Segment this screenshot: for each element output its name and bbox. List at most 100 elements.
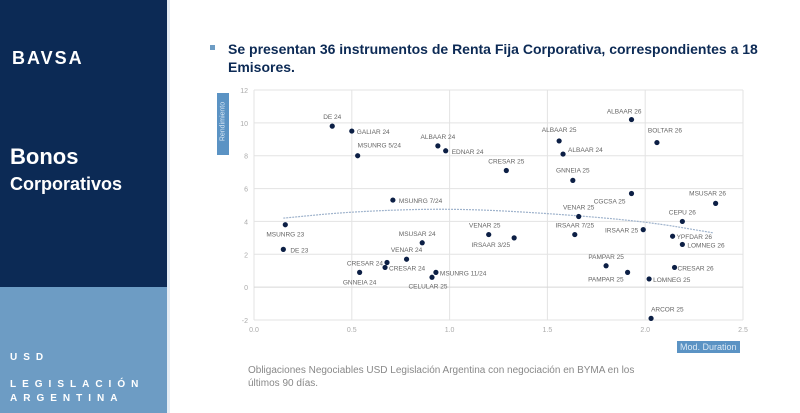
- data-point-label: YPFDAR 26: [677, 234, 713, 241]
- data-point-label: PAMPAR 25: [588, 254, 624, 261]
- data-point: [576, 213, 582, 220]
- data-point: [390, 197, 396, 203]
- data-point: [503, 167, 509, 174]
- bavsa-logo: BAVSA: [12, 48, 84, 68]
- y-tick-label: -2: [242, 318, 248, 325]
- data-point-label: IRSAAR 3/25: [471, 242, 510, 249]
- data-point: [628, 116, 635, 123]
- data-point: [403, 256, 410, 262]
- data-point-label: MSUSAR 24: [399, 231, 436, 238]
- data-point-label: VENAR 25: [469, 223, 501, 230]
- data-point-label: MSUNRG 5/24: [358, 143, 402, 150]
- data-point-label: CRESAR 26: [678, 265, 715, 272]
- data-point-label: IRSAAR 7/25: [555, 223, 594, 230]
- x-tick-label: 0.5: [347, 327, 357, 334]
- data-point: [669, 233, 676, 239]
- data-point: [511, 235, 517, 241]
- data-point: [679, 241, 685, 248]
- divider: [167, 0, 170, 413]
- section-title-line1: Bonos: [10, 144, 79, 169]
- trendline: [283, 208, 714, 234]
- x-tick-label: 0.0: [249, 327, 259, 334]
- bullet-icon: [210, 45, 215, 50]
- headline: Se presentan 36 instrumentos de Renta Fi…: [228, 41, 758, 75]
- data-point: [603, 263, 609, 269]
- x-tick-label: 1.5: [543, 327, 553, 334]
- data-point-label: GALIAR 24: [357, 129, 390, 136]
- y-tick-label: 12: [240, 88, 248, 95]
- data-point: [433, 269, 439, 275]
- data-point: [628, 190, 635, 197]
- y-tick-label: 2: [244, 252, 248, 259]
- data-point: [282, 222, 288, 228]
- data-point-label: CELULAR 25: [408, 283, 447, 290]
- y-tick-label: 4: [244, 219, 248, 226]
- y-tick-label: 8: [244, 154, 248, 161]
- data-point-label: ALBAAR 26: [607, 109, 642, 116]
- y-tick-label: 10: [240, 121, 248, 128]
- y-tick-label: 6: [244, 187, 248, 194]
- y-tick-label: 0: [244, 285, 248, 292]
- data-point: [435, 143, 441, 149]
- data-point-label: ALBAAR 24: [421, 134, 456, 141]
- data-point: [443, 148, 449, 154]
- sidebar-footer-panel: [0, 287, 167, 413]
- data-point-label: CGCSA 25: [594, 199, 626, 206]
- data-point-label: DE 23: [290, 247, 308, 254]
- data-point-label: LOMNEG 25: [653, 277, 691, 284]
- data-point-label: VENAR 25: [563, 205, 595, 212]
- data-point-label: ALBAAR 25: [542, 127, 577, 134]
- data-point: [560, 151, 566, 157]
- data-point-label: MSUSAR 26: [689, 190, 726, 197]
- footnote: Obligaciones Negociables USD Legislación…: [248, 365, 635, 389]
- currency-label: USD: [10, 352, 50, 363]
- data-point: [357, 269, 363, 275]
- y-axis-label: Rendimiento: [217, 93, 229, 155]
- data-point-label: ALBAAR 24: [568, 147, 603, 154]
- data-point-label: EDNAR 24: [452, 149, 484, 156]
- data-point-label: BOLTAR 26: [648, 128, 682, 135]
- data-point: [280, 246, 286, 252]
- data-point-label: CRESAR 25: [488, 159, 525, 166]
- data-point-label: MSUNRG 23: [266, 232, 304, 239]
- data-point: [355, 153, 361, 159]
- x-axis-label: Mod. Duration: [677, 341, 740, 353]
- data-point: [646, 276, 652, 282]
- data-point-label: ARCOR 25: [651, 306, 684, 313]
- data-point: [486, 231, 492, 238]
- data-point-label: GNNEIA 24: [343, 279, 377, 286]
- data-point-label: IRSAAR 25: [605, 228, 639, 235]
- sidebar-header-panel: [0, 0, 167, 287]
- data-point-label: CRESAR 24: [347, 261, 384, 268]
- data-point-label: GNNEIA 25: [556, 167, 590, 174]
- data-point: [570, 177, 576, 183]
- x-tick-label: 1.0: [445, 327, 455, 334]
- data-point: [384, 259, 390, 266]
- data-point-label: CRESAR 24: [389, 265, 426, 272]
- data-point-label: MSUNRG 11/24: [440, 270, 487, 277]
- data-point-label: MSUNRG 7/24: [399, 198, 443, 205]
- data-point-label: CEPU 26: [669, 209, 696, 216]
- data-point: [671, 264, 678, 271]
- data-point: [713, 200, 719, 206]
- data-point-label: PAMPAR 25: [588, 276, 624, 283]
- x-tick-label: 2.0: [640, 327, 650, 334]
- legislation-label: LEGISLACIÓN ARGENTINA: [10, 379, 145, 404]
- data-point-label: DE 24: [323, 114, 341, 121]
- data-point: [679, 218, 685, 225]
- y-axis-label-text: Rendimiento: [219, 101, 227, 142]
- data-point: [624, 269, 631, 275]
- x-tick-label: 2.5: [738, 327, 748, 334]
- data-point: [349, 128, 355, 134]
- data-point-label: VENAR 24: [391, 247, 423, 254]
- data-point: [429, 274, 435, 280]
- data-point-label: LOMNEG 26: [687, 242, 725, 249]
- data-point: [640, 227, 646, 233]
- data-point: [572, 231, 578, 238]
- data-point: [382, 264, 388, 271]
- data-point: [329, 123, 335, 129]
- section-title-line2: Corporativos: [10, 174, 123, 194]
- data-point: [419, 240, 425, 246]
- data-point: [648, 315, 654, 321]
